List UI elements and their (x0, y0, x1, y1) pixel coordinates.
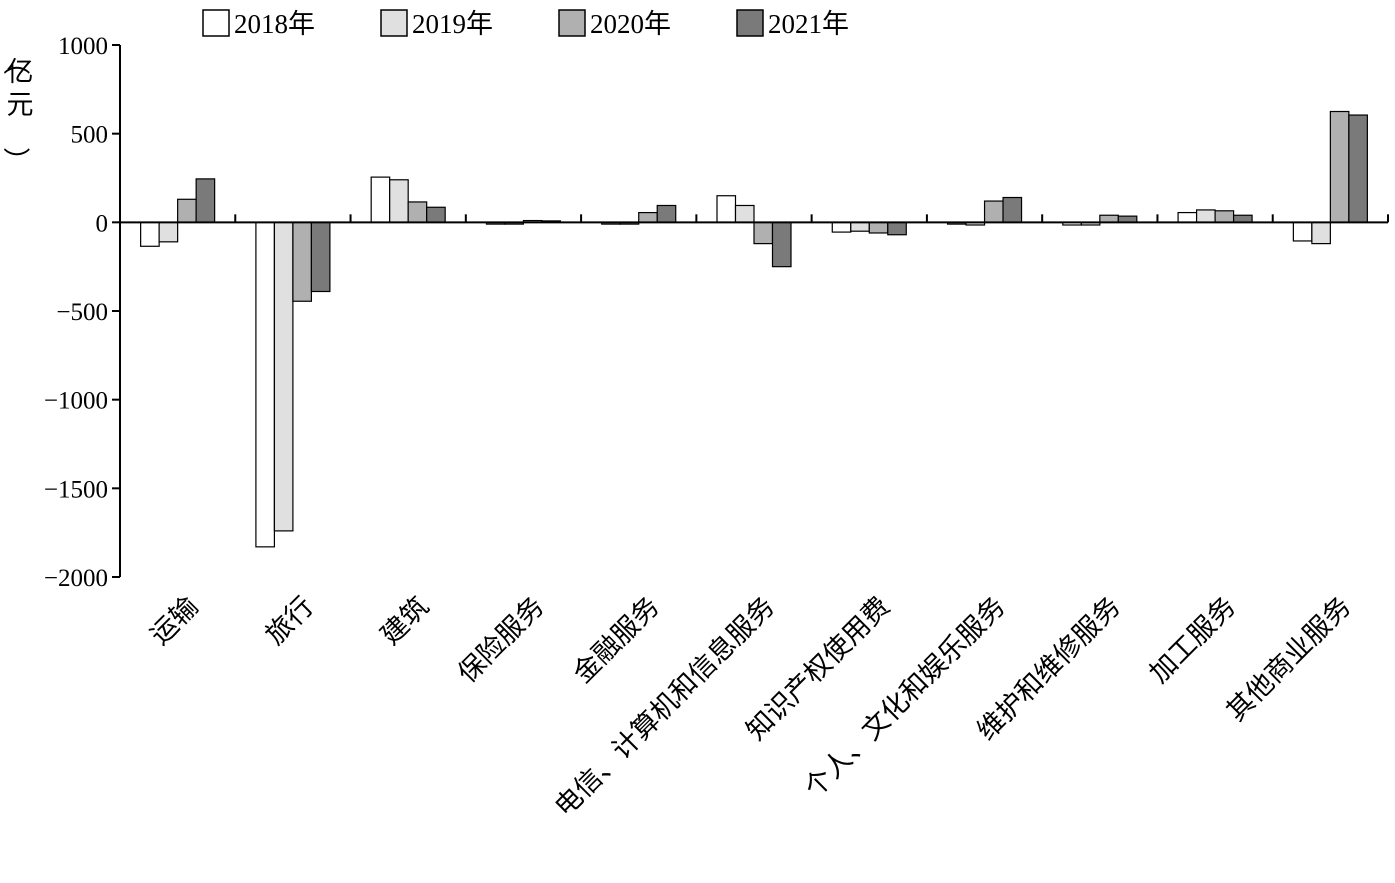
x-category-label: 运输 (144, 591, 204, 651)
x-category-label: 加工服务 (1144, 591, 1242, 689)
y-axis-unit-label: （亿元） (0, 48, 34, 174)
bar-2018年-运输 (140, 221, 160, 247)
bar-2020年-维护和维修服务 (1099, 214, 1119, 223)
bar-2018年-旅行 (255, 221, 276, 548)
x-category-label: 其他商业服务 (1221, 591, 1357, 727)
bar-2019年-旅行 (273, 221, 294, 532)
bar-2021年-金融服务 (656, 204, 677, 223)
bar-2020年-建筑 (407, 201, 428, 223)
axes (119, 45, 1389, 577)
bar-2020年-旅行 (292, 221, 313, 302)
y-tick-label: −500 (56, 299, 108, 326)
legend-swatch (380, 9, 408, 37)
bar-2019年-建筑 (389, 179, 409, 223)
bar-2020年-运输 (177, 198, 197, 223)
legend-label: 2021年 (768, 9, 849, 39)
legend-label: 2020年 (590, 9, 671, 39)
legend-label: 2019年 (412, 9, 493, 39)
bar-2021年-知识产权使用费 (887, 221, 907, 236)
bar-2018年-加工服务 (1177, 211, 1198, 223)
y-tick-label: −2000 (44, 565, 108, 592)
x-category-label: 旅行 (260, 591, 320, 651)
bar-2020年-电信、计算机和信息服务 (753, 221, 774, 245)
y-tick-label: −1500 (44, 476, 108, 503)
x-category-label: 金融服务 (567, 591, 665, 689)
x-category-label: 建筑 (375, 591, 435, 651)
bar-2018年-知识产权使用费 (831, 221, 852, 233)
bar-2019年-知识产权使用费 (850, 221, 870, 232)
bar-2021年-个人、文化和娱乐服务 (1002, 196, 1023, 223)
y-tick-label: 0 (96, 210, 109, 237)
bar-2021年-电信、计算机和信息服务 (771, 221, 792, 268)
legend: 2018年 2019年 2020年 2021年 (202, 9, 849, 39)
bar-2019年-电信、计算机和信息服务 (734, 204, 755, 223)
x-category-labels: 运输 旅行 建筑 保险服务 金融服务电信、计算机和信息服务知识产权使用费个人、文化和娱乐… (144, 591, 1357, 823)
bar-2020年-加工服务 (1214, 210, 1235, 223)
bar-2018年-建筑 (370, 176, 391, 223)
legend-swatch (202, 9, 230, 37)
y-ticks: 1000 500 0 −500 −1000 −1500 −2000 (44, 33, 120, 592)
bar-2019年-加工服务 (1195, 209, 1216, 223)
bar-2021年-旅行 (310, 221, 331, 293)
bar-2020年-知识产权使用费 (868, 221, 889, 234)
legend-swatch (736, 9, 764, 37)
bar-2021年-建筑 (426, 206, 446, 223)
bar-2019年-运输 (158, 221, 179, 243)
x-category-label: 电信、计算机和信息服务 (549, 591, 781, 823)
bar-2020年-金融服务 (638, 211, 658, 223)
y-tick-label: 1000 (58, 33, 108, 60)
x-category-label: 个人、文化和娱乐服务 (799, 591, 1012, 804)
bar-2018年-电信、计算机和信息服务 (716, 195, 737, 223)
y-tick-label: 500 (71, 122, 109, 149)
bar-2021年-加工服务 (1232, 214, 1253, 223)
bar-2020年-其他商业服务 (1329, 110, 1350, 223)
bar-2020年-个人、文化和娱乐服务 (983, 200, 1004, 223)
legend-swatch (558, 9, 586, 37)
bar-2021年-运输 (195, 178, 216, 223)
bars (140, 110, 1368, 548)
bar-2019年-其他商业服务 (1311, 221, 1331, 245)
legend-label: 2018年 (234, 9, 315, 39)
x-category-label: 保险服务 (452, 591, 550, 689)
bar-2018年-其他商业服务 (1292, 221, 1313, 242)
bar-2021年-其他商业服务 (1348, 114, 1368, 223)
y-tick-label: −1000 (44, 388, 108, 415)
